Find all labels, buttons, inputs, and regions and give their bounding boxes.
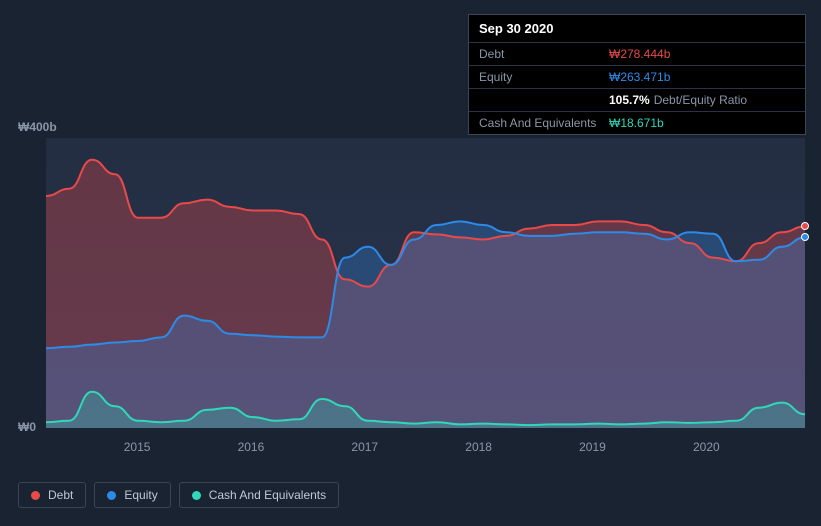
tooltip-row-ratio: 105.7%Debt/Equity Ratio [469,89,805,112]
legend-swatch [31,491,40,500]
debt-end-marker [801,222,809,230]
tooltip-row-cash: Cash And Equivalents ₩18.671b [469,112,805,134]
y-axis-label: ₩0 [18,420,36,434]
legend-label: Equity [124,488,157,502]
x-axis-label: 2017 [351,440,378,454]
tooltip-label [479,93,609,107]
tooltip-value: ₩18.671b [609,116,664,130]
tooltip-label: Equity [479,70,609,84]
x-axis-label: 2018 [465,440,492,454]
legend-item-equity[interactable]: Equity [94,482,170,508]
legend-swatch [192,491,201,500]
tooltip-value: ₩278.444b [609,47,670,61]
chart-svg [46,138,805,428]
legend-item-cash[interactable]: Cash And Equivalents [179,482,339,508]
tooltip-value: ₩263.471b [609,70,670,84]
legend-swatch [107,491,116,500]
legend: Debt Equity Cash And Equivalents [18,482,339,508]
equity-end-marker [801,233,809,241]
tooltip-row-debt: Debt ₩278.444b [469,43,805,66]
x-axis-label: 2020 [693,440,720,454]
tooltip-label: Debt [479,47,609,61]
plot-area[interactable] [46,138,805,428]
x-axis-label: 2015 [124,440,151,454]
tooltip-label: Cash And Equivalents [479,116,609,130]
hover-tooltip: Sep 30 2020 Debt ₩278.444b Equity ₩263.4… [468,14,806,135]
tooltip-row-equity: Equity ₩263.471b [469,66,805,89]
y-axis-label: ₩400b [18,120,57,134]
x-axis-label: 2019 [579,440,606,454]
legend-label: Debt [48,488,73,502]
legend-label: Cash And Equivalents [209,488,326,502]
x-axis-label: 2016 [238,440,265,454]
chart: ₩400b ₩0 2015 2016 2017 2018 2019 2020 [18,120,805,460]
tooltip-ratio: 105.7%Debt/Equity Ratio [609,93,747,107]
legend-item-debt[interactable]: Debt [18,482,86,508]
tooltip-date: Sep 30 2020 [469,15,805,43]
